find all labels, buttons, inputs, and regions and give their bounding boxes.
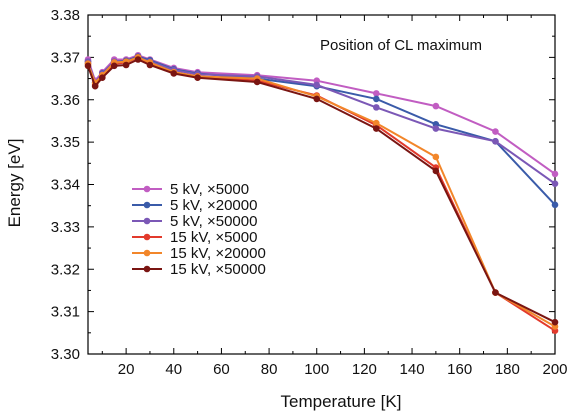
data-point <box>313 81 321 89</box>
data-point <box>373 95 380 103</box>
x-axis-label: Temperature [K] <box>281 392 402 411</box>
x-tick-label: 180 <box>495 361 520 378</box>
series-3 <box>84 54 559 187</box>
y-tick-label: 3.36 <box>51 92 80 109</box>
data-point <box>551 170 559 178</box>
data-point <box>373 90 380 97</box>
data-point <box>492 289 499 296</box>
legend-label: 5 kV, ×20000 <box>170 197 257 214</box>
x-tick-label: 20 <box>118 361 135 378</box>
data-point <box>432 125 440 132</box>
data-point <box>373 104 380 111</box>
legend-label: 15 kV, ×5000 <box>170 229 257 246</box>
data-point <box>373 119 380 127</box>
legend-item-3: 5 kV, ×50000 <box>132 213 257 230</box>
chart-annotation: Position of CL maximum <box>320 37 482 54</box>
x-tick-label: 40 <box>165 361 182 378</box>
legend-marker <box>143 201 151 209</box>
x-tick-label: 60 <box>213 361 230 378</box>
legend-marker <box>143 185 151 193</box>
y-tick-label: 3.34 <box>51 177 80 194</box>
x-tick-label: 80 <box>261 361 278 378</box>
data-point <box>551 201 559 209</box>
x-tick-label: 140 <box>400 361 425 378</box>
data-point <box>98 74 106 82</box>
legend-label: 15 kV, ×20000 <box>170 245 266 262</box>
data-point <box>84 62 92 70</box>
data-point <box>432 153 440 161</box>
legend-marker <box>143 249 151 257</box>
legend-item-6: 15 kV, ×50000 <box>132 261 266 278</box>
data-point <box>492 137 499 145</box>
y-tick-label: 3.37 <box>51 49 80 66</box>
data-point <box>122 61 130 69</box>
y-tick-label: 3.32 <box>51 261 80 278</box>
data-point <box>253 78 261 86</box>
data-point <box>170 70 178 77</box>
data-point <box>432 102 440 110</box>
y-tick-label: 3.35 <box>51 134 80 151</box>
legend-marker <box>143 233 151 241</box>
axes: 20 40 60 80 100 120 140 160 180 200 3.30 3.31 3.32 3.… <box>51 7 568 378</box>
x-tick-label: 120 <box>352 361 377 378</box>
x-tick-label: 100 <box>304 361 329 378</box>
y-tick-label: 3.31 <box>51 304 80 321</box>
series-line <box>87 56 556 185</box>
data-point <box>134 56 142 63</box>
series-layer <box>84 51 559 334</box>
legend-item-1: 5 kV, ×5000 <box>132 181 249 198</box>
data-point <box>432 167 440 175</box>
series-line <box>87 55 556 206</box>
x-tick-label: 200 <box>542 361 567 378</box>
legend-item-2: 5 kV, ×20000 <box>132 197 257 214</box>
y-axis-label: Energy [eV] <box>5 139 24 228</box>
y-tick-label: 3.30 <box>51 346 80 363</box>
data-point <box>91 82 99 90</box>
legend-label: 5 kV, ×50000 <box>170 213 257 230</box>
data-point <box>551 318 559 326</box>
series-2 <box>84 53 559 209</box>
data-point <box>194 74 201 82</box>
data-point <box>551 180 559 187</box>
series-1 <box>84 51 559 178</box>
series-6 <box>84 56 559 326</box>
series-5 <box>84 54 559 330</box>
series-line <box>87 56 556 328</box>
series-line <box>87 54 556 175</box>
series-4 <box>84 54 559 334</box>
data-point <box>492 128 499 135</box>
legend-marker <box>143 265 151 273</box>
legend-item-4: 15 kV, ×5000 <box>132 229 257 246</box>
data-point <box>146 61 154 69</box>
legend-label: 5 kV, ×5000 <box>170 181 249 198</box>
legend-item-5: 15 kV, ×20000 <box>132 245 266 262</box>
y-tick-label: 3.33 <box>51 219 80 236</box>
data-point <box>110 62 118 70</box>
data-point <box>373 125 380 132</box>
legend-label: 15 kV, ×50000 <box>170 261 266 278</box>
x-tick-label: 160 <box>447 361 472 378</box>
y-tick-label: 3.38 <box>51 7 80 24</box>
legend-marker <box>143 217 151 225</box>
data-point <box>313 95 321 103</box>
